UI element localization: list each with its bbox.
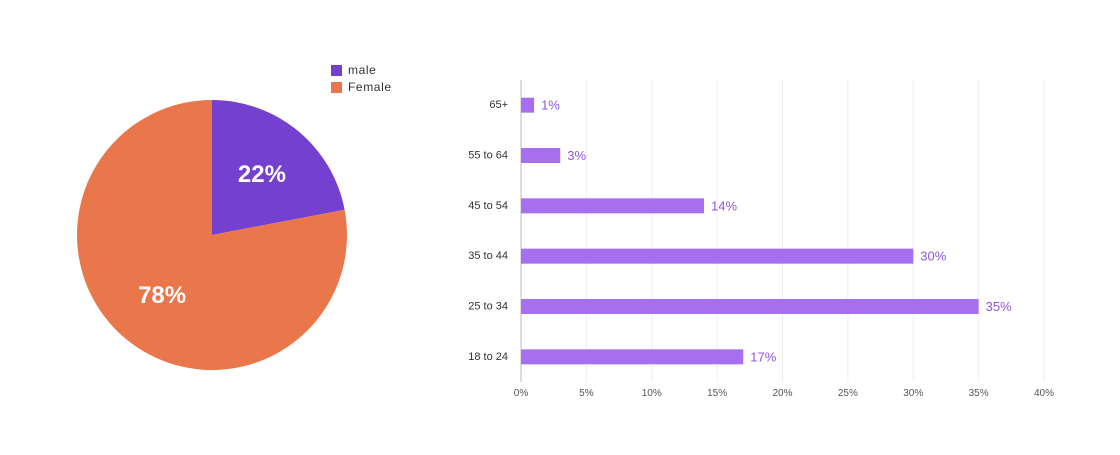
bar-value-label: 30% <box>920 249 946 264</box>
bar-value-label: 17% <box>750 349 776 364</box>
legend-swatch-female <box>331 82 342 93</box>
pie-slice-female <box>76 99 347 370</box>
pie-slice-male <box>212 100 345 235</box>
y-category-label: 18 to 24 <box>468 351 508 363</box>
pie-label-female: 78% <box>138 282 186 309</box>
x-tick-label: 20% <box>772 388 792 399</box>
x-tick-label: 25% <box>838 388 858 399</box>
x-tick-label: 30% <box>903 388 923 399</box>
bar-value-label: 35% <box>986 299 1012 314</box>
pie-label-male: 22% <box>238 161 286 188</box>
bar <box>521 198 705 214</box>
bar-value-label: 3% <box>567 148 586 163</box>
y-category-label: 35 to 44 <box>468 250 508 262</box>
y-category-label: 45 to 54 <box>468 200 508 212</box>
pie-chart: 22% 78% <box>76 99 347 370</box>
legend-swatch-male <box>331 65 342 76</box>
x-tick-label: 35% <box>969 388 989 399</box>
bar <box>521 349 744 365</box>
bar-value-label: 1% <box>541 98 560 113</box>
x-tick-label: 15% <box>707 388 727 399</box>
legend-label-male: male <box>348 63 376 77</box>
bar <box>521 148 561 163</box>
bar <box>521 97 535 113</box>
bar <box>521 248 914 264</box>
y-category-label: 25 to 34 <box>468 301 508 313</box>
bar-value-label: 14% <box>711 198 737 213</box>
pie-legend: male Female <box>331 63 392 94</box>
bar <box>521 299 979 314</box>
y-category-label: 55 to 64 <box>468 150 508 162</box>
x-tick-label: 5% <box>579 388 594 399</box>
legend-label-female: Female <box>348 80 392 94</box>
x-tick-label: 40% <box>1034 388 1054 399</box>
x-tick-label: 0% <box>514 388 529 399</box>
y-category-label: 65+ <box>489 99 508 111</box>
bar-chart: 0% 5% 10% 15% 20% 25% 30% 35% 40% 65+ 1% 55 to 64 3%… <box>468 80 1054 399</box>
x-tick-label: 10% <box>642 388 662 399</box>
